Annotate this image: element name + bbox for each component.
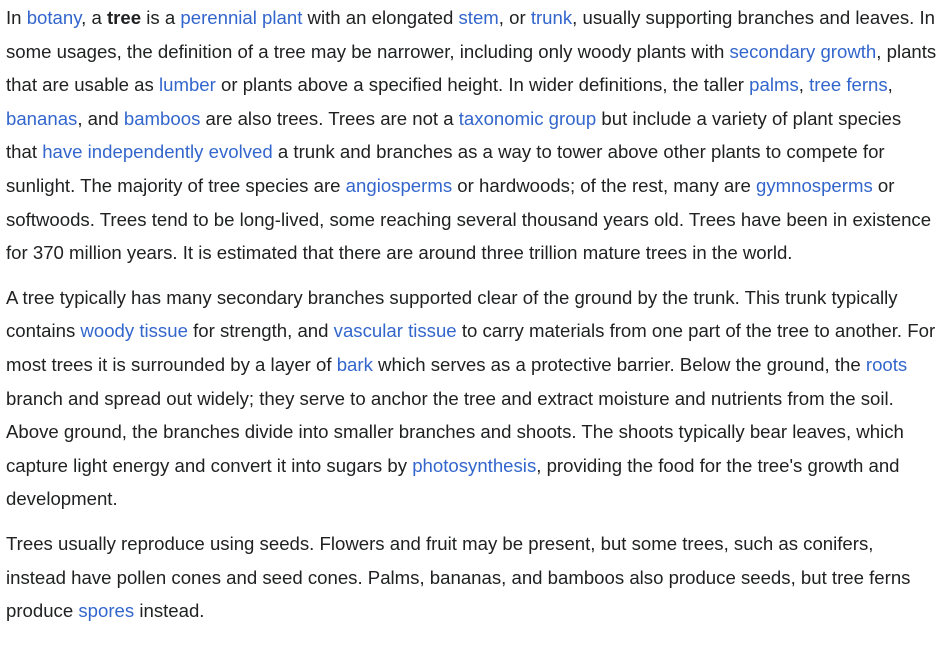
link-trunk[interactable]: trunk	[530, 7, 573, 28]
text-run: is a	[141, 7, 181, 28]
text-run: , providing the food for the tree's grow…	[6, 454, 900, 510]
text-run: ,	[798, 74, 810, 96]
article-body: In botany, a tree is a perennial plant w…	[6, 1, 937, 628]
paragraph-reproduction: Trees usually reproduce using seeds. Flo…	[6, 527, 937, 628]
link-have-independently-evolved[interactable]: have independently evolved	[42, 141, 273, 163]
link-bamboos[interactable]: bamboos	[123, 107, 201, 129]
text-run: ,	[887, 74, 893, 96]
text-run: for strength, and	[187, 320, 334, 342]
text-run: In	[6, 7, 27, 28]
link-tree-ferns[interactable]: tree ferns	[809, 74, 888, 96]
text-run: branch and spread out widely; they serve…	[6, 387, 904, 476]
link-spores[interactable]: spores	[78, 600, 135, 622]
text-run: or hardwoods; of the rest, many are	[452, 174, 756, 196]
link-vascular-tissue[interactable]: vascular tissue	[333, 320, 457, 342]
link-bark[interactable]: bark	[336, 353, 373, 375]
link-perennial-plant[interactable]: perennial plant	[180, 7, 303, 28]
link-roots[interactable]: roots	[865, 353, 908, 375]
text-run: , a	[81, 7, 107, 28]
link-bananas[interactable]: bananas	[6, 107, 78, 129]
link-woody-tissue[interactable]: woody tissue	[80, 320, 188, 342]
link-taxonomic-group[interactable]: taxonomic group	[458, 107, 597, 129]
text-run: to carry materials from one part of the …	[6, 320, 936, 375]
text-run: which serves as a protective barrier. Be…	[372, 353, 866, 375]
text-run: , or	[498, 7, 531, 28]
link-angiosperms[interactable]: angiosperms	[345, 174, 453, 196]
text-run: A tree typically has many secondary bran…	[6, 286, 898, 342]
text-run: a trunk and branches as a way to tower a…	[6, 141, 885, 196]
text-run: , plants that are usable as	[6, 40, 937, 96]
link-botany[interactable]: botany	[26, 7, 82, 28]
paragraph-intro: In botany, a tree is a perennial plant w…	[6, 1, 937, 270]
text-run: are also trees. Trees are not a	[200, 107, 459, 129]
text-run: , usually supporting branches and leaves…	[6, 7, 935, 62]
link-photosynthesis[interactable]: photosynthesis	[412, 454, 537, 476]
text-run: , and	[77, 107, 124, 129]
link-secondary-growth[interactable]: secondary growth	[729, 40, 877, 62]
link-stem[interactable]: stem	[458, 7, 499, 28]
bold-term-tree: tree	[106, 7, 142, 28]
text-run: or softwoods. Trees tend to be long-live…	[6, 174, 932, 264]
text-run: instead.	[134, 600, 205, 622]
text-run: with an elongated	[302, 7, 459, 28]
text-run: but include a variety of plant species t…	[6, 107, 902, 163]
paragraph-structure: A tree typically has many secondary bran…	[6, 281, 937, 516]
link-gymnosperms[interactable]: gymnosperms	[755, 174, 873, 196]
link-lumber[interactable]: lumber	[158, 74, 216, 96]
text-run: Trees usually reproduce using seeds. Flo…	[6, 532, 911, 622]
text-run: or plants above a specified height. In w…	[215, 74, 750, 96]
link-palms[interactable]: palms	[749, 74, 799, 96]
